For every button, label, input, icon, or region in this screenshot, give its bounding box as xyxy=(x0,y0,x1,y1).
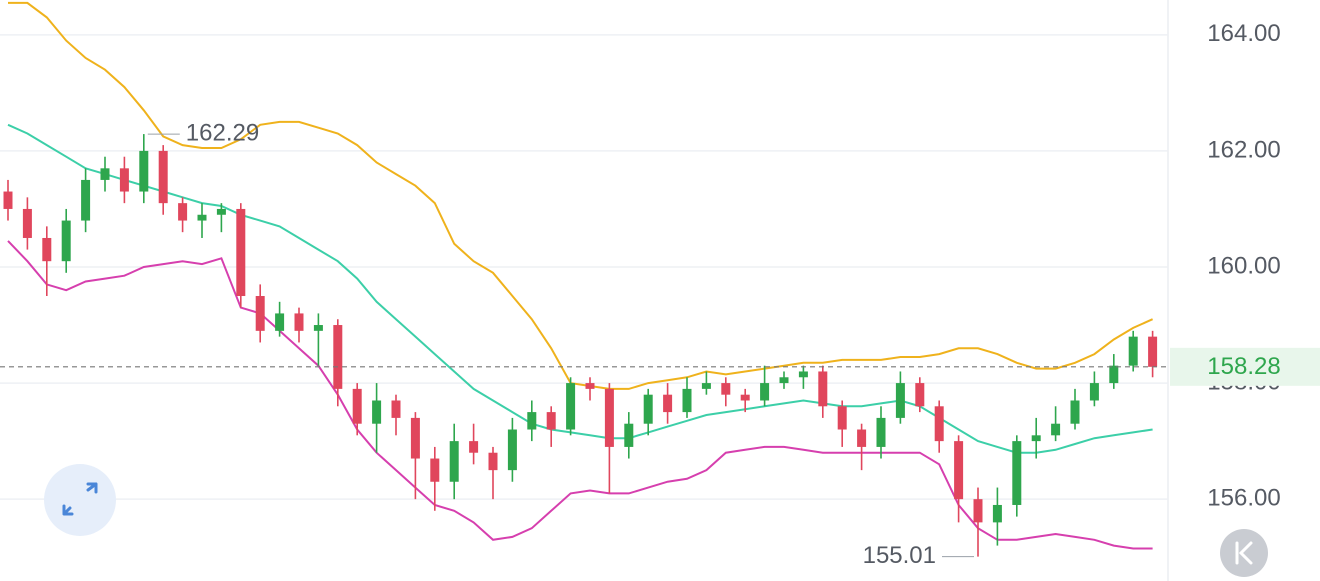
candle-body xyxy=(100,168,110,180)
candle-body xyxy=(585,383,595,389)
candle-body xyxy=(1012,441,1022,505)
candle-body xyxy=(81,179,91,221)
candle-body xyxy=(876,417,886,447)
candle-body xyxy=(546,412,556,430)
candle-body xyxy=(857,429,867,447)
candle-body xyxy=(22,208,32,238)
candle-body xyxy=(915,383,925,407)
candle-body xyxy=(275,313,285,331)
expand-circle[interactable] xyxy=(44,464,116,536)
lower-band xyxy=(7,240,1153,550)
candle-body xyxy=(760,383,770,401)
candle-body xyxy=(469,441,479,453)
candle-body xyxy=(721,383,731,395)
y-tick-label: 160.00 xyxy=(1207,252,1280,279)
candle-body xyxy=(42,237,52,262)
y-tick-label: 156.00 xyxy=(1207,485,1280,512)
candle-body xyxy=(566,383,576,430)
candle-body xyxy=(1109,365,1119,384)
candle-body xyxy=(119,168,129,192)
candle-body xyxy=(430,458,440,482)
candle-body xyxy=(178,203,188,221)
upper-band xyxy=(8,1,1154,390)
candle-body xyxy=(61,220,71,262)
reset-button[interactable] xyxy=(1220,529,1268,577)
candle-body xyxy=(1031,435,1041,442)
candle-body xyxy=(682,388,692,413)
candle-body xyxy=(158,150,168,204)
y-tick-label: 164.00 xyxy=(1207,20,1280,47)
high-label: 162.29 xyxy=(186,119,259,146)
expand-button[interactable] xyxy=(44,464,116,536)
candle-body xyxy=(1089,383,1099,401)
candle-body xyxy=(313,325,323,331)
candle-body xyxy=(1148,336,1158,367)
candle-body xyxy=(507,429,517,471)
candle-body xyxy=(255,296,265,331)
candle-body xyxy=(236,208,246,297)
candle-body xyxy=(333,325,343,389)
candle-body xyxy=(527,412,537,430)
candle-body xyxy=(701,383,711,389)
candle-body xyxy=(740,394,750,401)
candle-body xyxy=(895,383,905,418)
candle-body xyxy=(3,191,13,209)
candle-body xyxy=(391,400,401,418)
candle-body xyxy=(372,400,382,424)
candle-body xyxy=(663,394,673,413)
candle-body xyxy=(954,441,964,500)
reset-circle[interactable] xyxy=(1220,529,1268,577)
reset-icon[interactable] xyxy=(1235,541,1253,565)
candle-body xyxy=(624,423,634,447)
middle-band xyxy=(7,123,1153,454)
candle-body xyxy=(1128,336,1138,366)
candle-body xyxy=(779,377,789,384)
candle-body xyxy=(197,214,207,221)
expand-icon[interactable] xyxy=(62,482,98,516)
candle-body xyxy=(1070,400,1080,424)
candle-body xyxy=(798,371,808,378)
last-price-label: 158.28 xyxy=(1207,353,1280,380)
candle-body xyxy=(139,150,149,192)
last-price-box xyxy=(1170,347,1320,386)
candle-body xyxy=(973,499,983,523)
candle-body xyxy=(216,208,226,215)
candle-body xyxy=(294,313,304,331)
candle-body xyxy=(992,504,1002,523)
candle-body xyxy=(604,388,614,447)
candle-body xyxy=(488,452,498,471)
low-label: 155.01 xyxy=(863,542,936,569)
candle-body xyxy=(1051,423,1061,436)
candle-body xyxy=(643,394,653,424)
candle-body xyxy=(934,406,944,442)
candle-body xyxy=(818,371,828,407)
candle-body xyxy=(352,388,362,424)
candle-body xyxy=(410,417,420,459)
y-tick-label: 162.00 xyxy=(1207,136,1280,163)
candle-body xyxy=(837,406,847,430)
candle-body xyxy=(449,441,459,482)
